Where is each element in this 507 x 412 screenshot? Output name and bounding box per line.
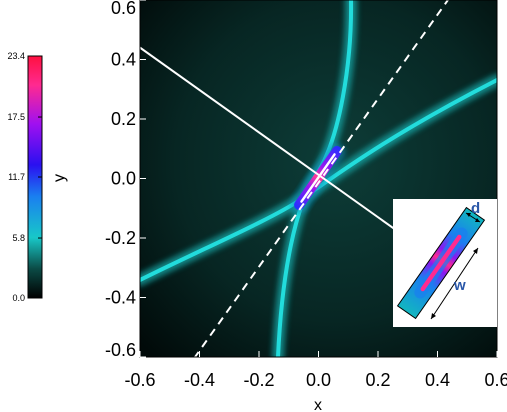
- x-tick-label: 0.6: [484, 370, 507, 390]
- y-tick-label: 0.0: [111, 169, 136, 189]
- x-tick-label: 0.4: [425, 370, 450, 390]
- x-tick-label: -0.6: [124, 370, 155, 390]
- y-tick-label: -0.4: [105, 288, 136, 308]
- heatmap-features: [140, 0, 497, 357]
- colorbar-tick-label: 23.4: [7, 51, 25, 61]
- y-tick-label: 0.4: [111, 50, 136, 70]
- x-tick-label: -0.2: [243, 370, 274, 390]
- inset-w-label: w: [453, 277, 466, 294]
- colorbar-tick-label: 0.0: [12, 293, 25, 303]
- colorbar-tick-label: 5.8: [12, 233, 25, 243]
- y-axis-ticks: 0.6 0.4 0.2 0.0 -0.2 -0.4 -0.6: [105, 0, 146, 360]
- inset-d-label: d: [471, 200, 480, 217]
- y-tick-label: -0.6: [105, 340, 136, 360]
- y-tick-label: 0.6: [111, 0, 136, 18]
- colorbar-label: y: [51, 174, 68, 182]
- inset-w-arrow: [430, 247, 479, 320]
- x-tick-label: 0.0: [306, 370, 331, 390]
- colorbar-tick-label: 11.7: [8, 172, 25, 182]
- solid-line: [140, 46, 400, 233]
- colorbar-ticks: 23.4 17.5 11.7 5.8 0.0: [7, 51, 42, 303]
- dashed-line: [193, 0, 450, 357]
- x-tick-label: -0.4: [184, 370, 215, 390]
- x-tick-label: 0.2: [365, 370, 390, 390]
- central-streak: [290, 143, 346, 213]
- inset: d w: [393, 199, 497, 327]
- y-tick-label: 0.2: [111, 109, 136, 129]
- x-axis-ticks: -0.6 -0.4 -0.2 0.0 0.2 0.4 0.6: [124, 351, 507, 390]
- colorbar-tick-label: 17.5: [7, 112, 25, 122]
- y-tick-label: -0.2: [105, 228, 136, 248]
- x-axis-label: x: [314, 397, 322, 412]
